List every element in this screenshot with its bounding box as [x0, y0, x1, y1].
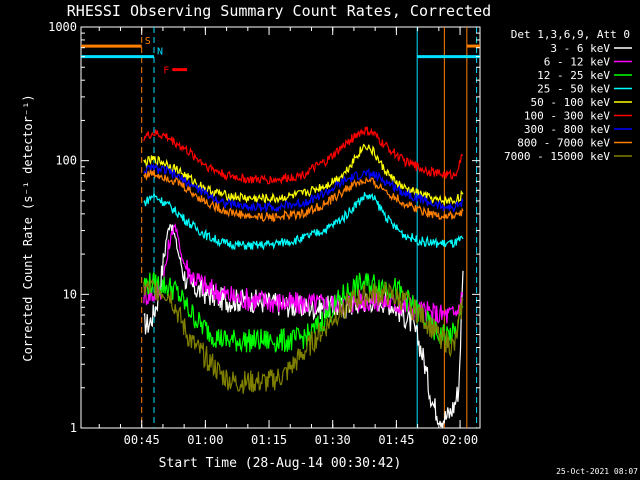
series-300to800keV-line — [143, 162, 464, 214]
legend-label: 25 - 50 keV — [537, 83, 610, 96]
legend-label: 7000 - 15000 keV — [504, 150, 610, 163]
y-tick-label: 10 — [63, 287, 77, 301]
series-3to6keV-line — [143, 223, 464, 428]
x-axis-label: Start Time (28-Aug-14 00:30:42) — [159, 456, 402, 471]
x-tick-label: 01:00 — [187, 433, 223, 447]
y-axis: 1 10 100 1000 — [48, 20, 480, 435]
x-tick-label: 01:15 — [251, 433, 287, 447]
y-tick-label: 1 — [70, 421, 77, 435]
plot-frame — [80, 26, 481, 429]
x-tick-label: 01:30 — [315, 433, 351, 447]
legend-title: Det 1,3,6,9, Att 0 — [511, 28, 630, 41]
x-tick-label: 00:45 — [124, 433, 160, 447]
flag-bars: SNF — [81, 36, 480, 77]
series-100to300keV-line — [143, 126, 463, 186]
legend-label: 6 - 12 keV — [544, 56, 611, 69]
flag-label: F — [163, 66, 169, 77]
legend-label: 100 - 300 keV — [524, 110, 610, 123]
flag-label: N — [157, 47, 163, 58]
y-axis-label: Corrected Count Rate (s⁻¹ detector⁻¹) — [21, 94, 35, 361]
series-800to7000keV-line — [143, 169, 464, 223]
series-7000to15000keV-line — [143, 278, 464, 394]
date-stamp: 25-Oct-2021 08:07 — [556, 467, 638, 476]
time-markers — [141, 27, 478, 428]
series-layer — [143, 126, 464, 428]
series-25to50keV-line — [143, 191, 464, 251]
y-tick-label: 1000 — [48, 20, 77, 34]
flag-label: S — [145, 36, 151, 47]
legend-label: 300 - 800 keV — [524, 123, 610, 136]
y-tick-label: 100 — [55, 154, 77, 168]
legend-label: 3 - 6 keV — [550, 42, 610, 55]
x-axis: 00:45 01:00 01:15 01:30 01:45 02:00 — [98, 27, 478, 447]
chart-title: RHESSI Observing Summary Count Rates, Co… — [67, 2, 491, 20]
x-tick-label: 02:00 — [442, 433, 478, 447]
legend-label: 12 - 25 keV — [537, 69, 610, 82]
legend-label: 50 - 100 keV — [531, 96, 611, 109]
legend-label: 800 - 7000 keV — [517, 137, 610, 150]
x-tick-label: 01:45 — [378, 433, 414, 447]
